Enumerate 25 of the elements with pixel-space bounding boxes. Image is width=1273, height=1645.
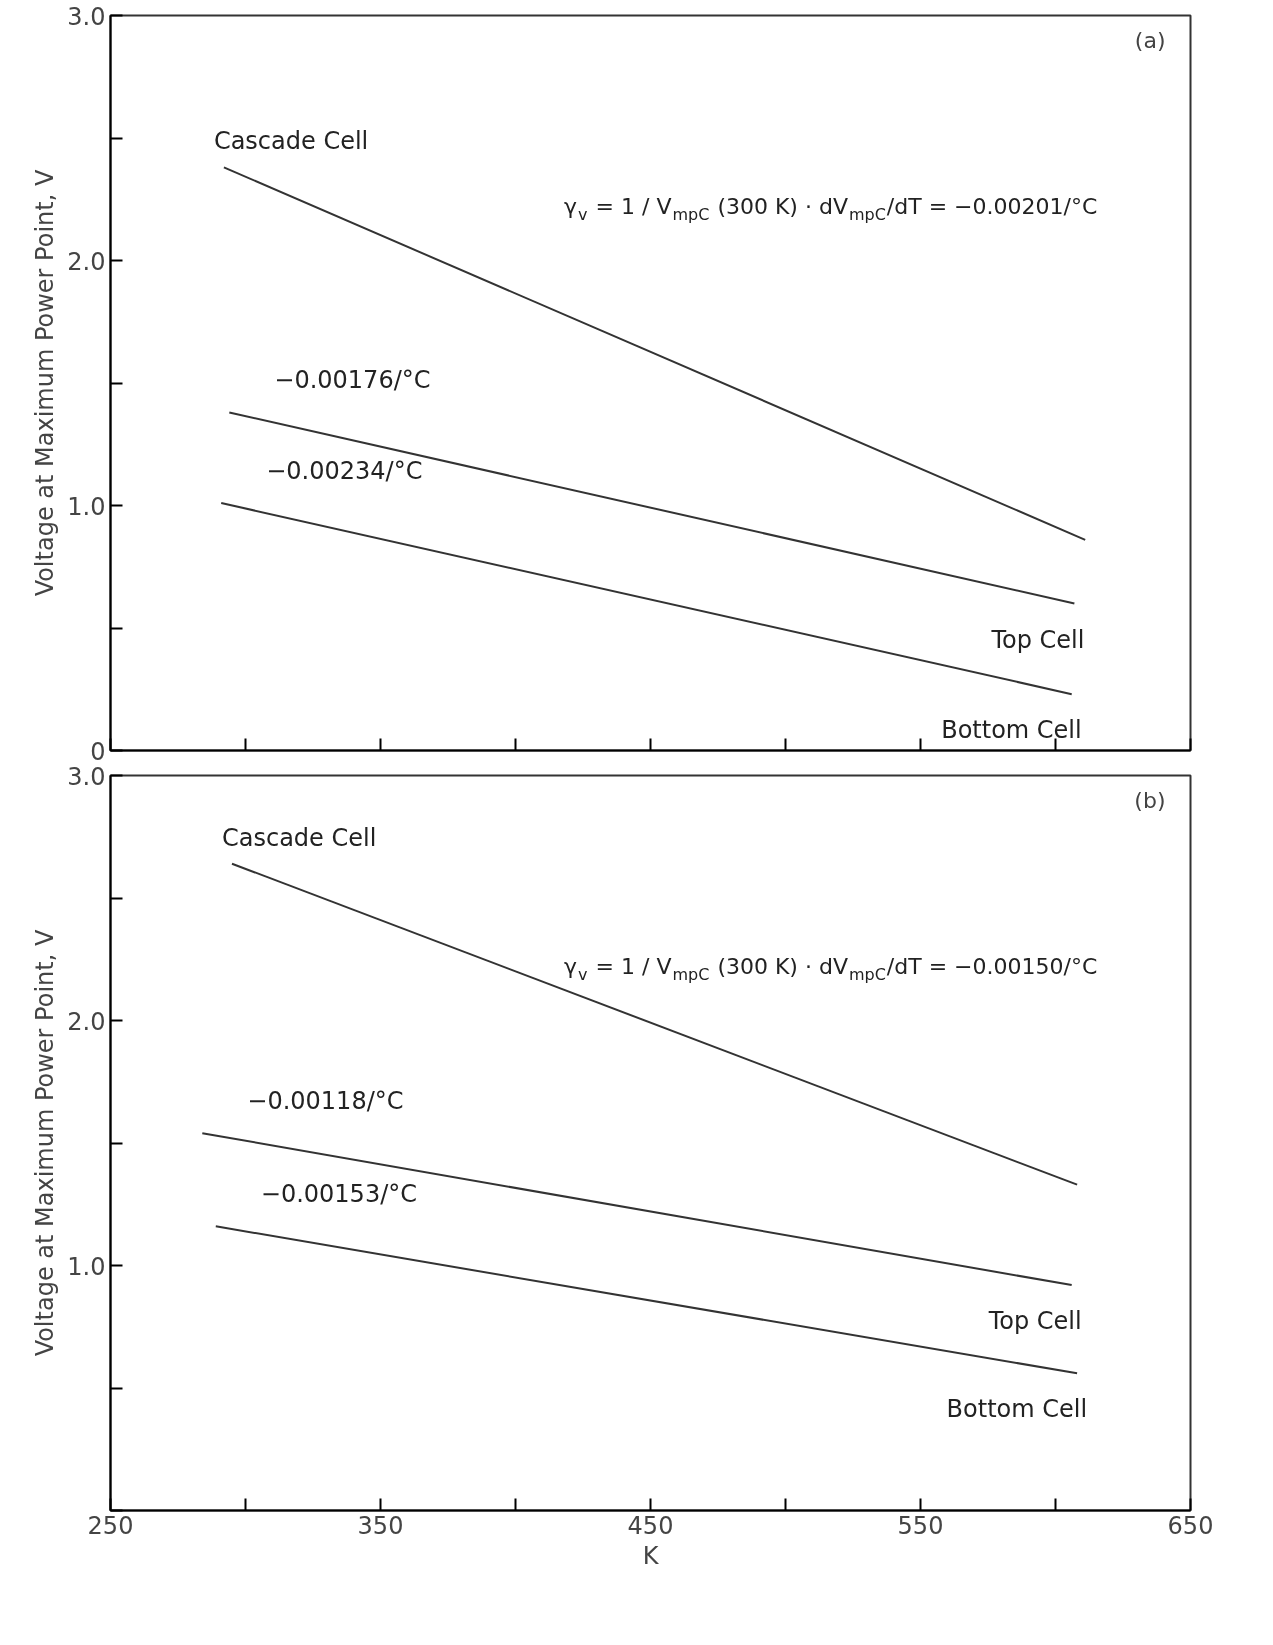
x-axis-title: K [642,1541,660,1570]
y-axis-title: Voltage at Maximum Power Point, V [31,929,60,1357]
series-label: Bottom Cell [946,1395,1088,1424]
x-tick-label: 350 [357,1511,404,1540]
annotation: −0.00176/°C [274,366,431,395]
annotation: −0.00118/°C [247,1087,404,1116]
y-tick-label: 3.0 [67,2,106,31]
annotation: (b) [1134,787,1166,813]
y-tick-label: 2.0 [67,1007,106,1036]
series-label: Cascade Cell [222,823,377,852]
annotation: −0.00153/°C [260,1180,417,1209]
x-tick-label: 550 [897,1511,944,1540]
x-tick-label: 450 [627,1511,674,1540]
annotation: (a) [1134,27,1166,53]
series-label: Cascade Cell [213,127,369,156]
annotation: −0.00234/°C [266,457,423,486]
series-label: Top Cell [990,625,1085,654]
x-tick-label: 250 [87,1511,134,1540]
y-tick-label: 1.0 [67,492,106,521]
y-tick-label: 1.0 [67,1252,106,1281]
y-tick-label: 2.0 [67,247,106,276]
y-axis-title: Voltage at Maximum Power Point, V [31,169,60,597]
series-label: Top Cell [987,1307,1082,1336]
series-label: Bottom Cell [941,716,1082,745]
x-tick-label: 650 [1167,1511,1214,1540]
